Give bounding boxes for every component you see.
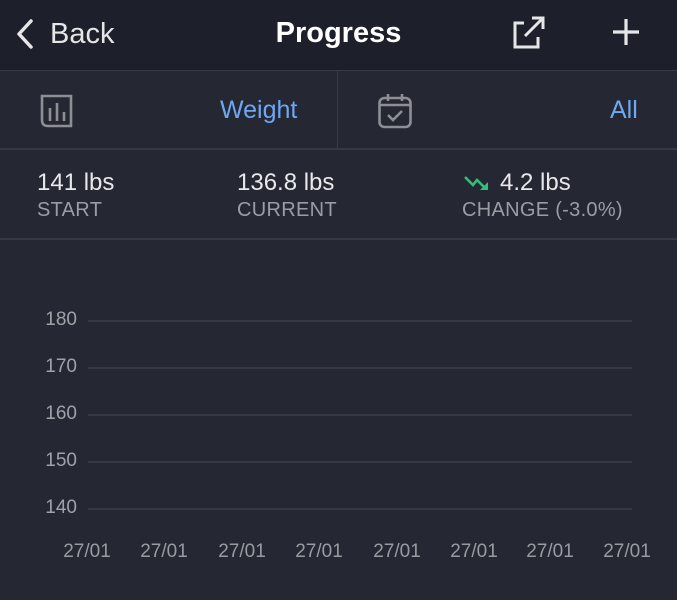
start-label: START: [37, 199, 103, 221]
stats-summary: 141 lbs START 136.8 lbs CURRENT 4.2 lbs …: [0, 152, 677, 240]
start-value: 141 lbs: [37, 169, 115, 196]
y-tick-label: 150: [45, 450, 77, 471]
add-button[interactable]: [606, 14, 646, 50]
metric-selector[interactable]: Weight: [0, 71, 338, 150]
weight-chart[interactable]: 140 150 160 170 180 27/01 27/01 27/01 27/01 27/0…: [0, 242, 677, 600]
bar-chart-icon: [40, 94, 73, 128]
current-label: CURRENT: [237, 199, 337, 221]
y-tick-label: 160: [45, 403, 77, 424]
trend-down-icon: [464, 176, 488, 190]
metric-value: Weight: [220, 96, 298, 124]
x-tick-label: 27/01: [450, 541, 498, 562]
x-tick-label: 27/01: [603, 541, 651, 562]
range-value: All: [610, 96, 638, 124]
back-label: Back: [50, 17, 115, 50]
y-tick-label: 180: [45, 309, 77, 330]
x-tick-label: 27/01: [140, 541, 188, 562]
x-tick-label: 27/01: [526, 541, 574, 562]
current-value: 136.8 lbs: [237, 169, 335, 196]
change-label: CHANGE (-3.0%): [462, 199, 623, 221]
y-tick-label: 140: [45, 497, 77, 518]
calendar-check-icon: [378, 94, 412, 129]
stat-start: 141 lbs START: [37, 169, 114, 222]
back-button[interactable]: Back: [14, 14, 114, 54]
stat-current: 136.8 lbs CURRENT: [237, 169, 337, 222]
stat-change: 4.2 lbs CHANGE (-3.0%): [462, 169, 623, 222]
selector-bar: Weight All: [0, 71, 677, 150]
plus-icon: [613, 19, 639, 45]
change-value: 4.2 lbs: [500, 169, 571, 196]
chart-plot: [88, 320, 632, 510]
navigation-bar: Back Progress: [0, 0, 677, 71]
share-button[interactable]: [510, 14, 550, 50]
x-tick-label: 27/01: [218, 541, 266, 562]
share-external-icon: [513, 16, 545, 49]
x-tick-label: 27/01: [295, 541, 343, 562]
range-selector[interactable]: All: [339, 71, 677, 150]
x-tick-label: 27/01: [63, 541, 111, 562]
chevron-left-icon: [17, 19, 33, 49]
x-tick-label: 27/01: [373, 541, 421, 562]
y-tick-label: 170: [45, 356, 77, 377]
